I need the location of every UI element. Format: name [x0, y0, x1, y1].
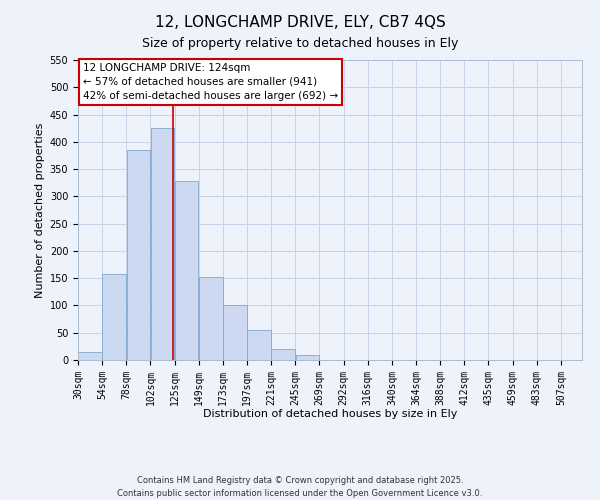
Bar [103, 274, 126, 360]
Bar [247, 330, 271, 360]
Bar [78, 352, 102, 360]
Bar [199, 276, 223, 360]
Bar [127, 150, 150, 360]
Bar [296, 354, 319, 360]
Y-axis label: Number of detached properties: Number of detached properties [35, 122, 46, 298]
Bar [271, 349, 295, 360]
Bar [223, 305, 247, 360]
Bar [175, 181, 199, 360]
Text: Size of property relative to detached houses in Ely: Size of property relative to detached ho… [142, 38, 458, 51]
Text: 12 LONGCHAMP DRIVE: 124sqm
← 57% of detached houses are smaller (941)
42% of sem: 12 LONGCHAMP DRIVE: 124sqm ← 57% of deta… [83, 63, 338, 101]
Text: Contains HM Land Registry data © Crown copyright and database right 2025.
Contai: Contains HM Land Registry data © Crown c… [118, 476, 482, 498]
X-axis label: Distribution of detached houses by size in Ely: Distribution of detached houses by size … [203, 409, 457, 419]
Text: 12, LONGCHAMP DRIVE, ELY, CB7 4QS: 12, LONGCHAMP DRIVE, ELY, CB7 4QS [155, 15, 445, 30]
Bar [151, 128, 175, 360]
